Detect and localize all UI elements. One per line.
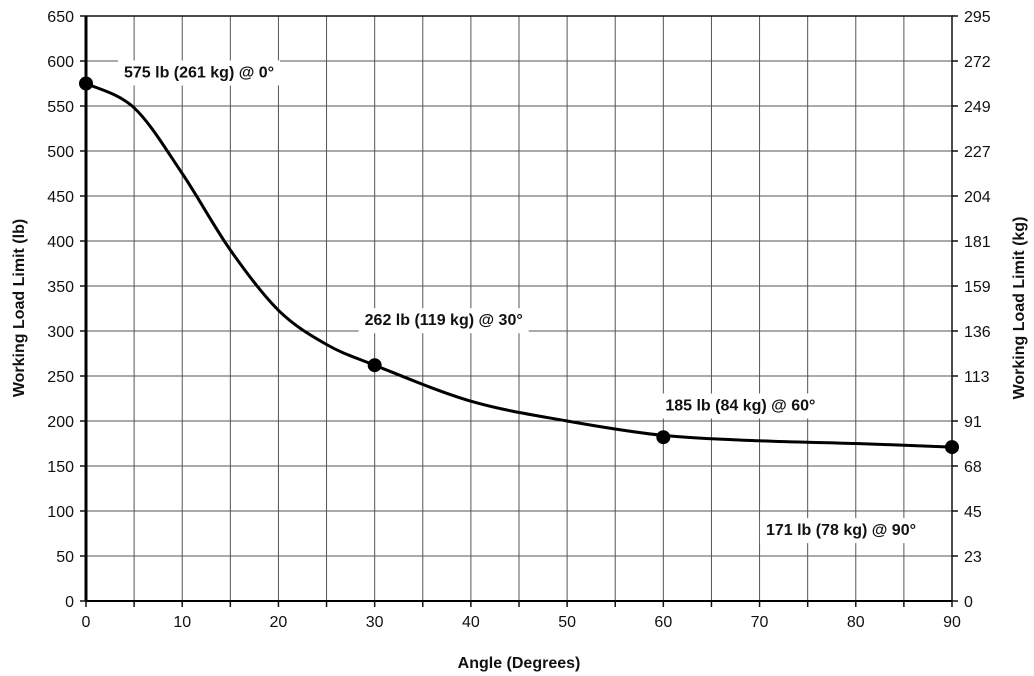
- y-tick-label: 600: [47, 54, 74, 71]
- x-tick-label: 30: [366, 614, 384, 631]
- x-tick-label: 70: [751, 614, 769, 631]
- y-tick-label: 650: [47, 9, 74, 26]
- y-tick-label: 250: [47, 369, 74, 386]
- y2-tick-label: 272: [964, 54, 991, 71]
- x-tick-label: 10: [173, 614, 191, 631]
- y2-tick-label: 204: [964, 189, 991, 206]
- y2-tick-label: 23: [964, 549, 982, 566]
- y-tick-label: 100: [47, 504, 74, 521]
- y2-tick-label: 181: [964, 234, 991, 251]
- left-axis-ticks: 0 50 100 150 200 250 300 350 400 450 500 550 600 650: [47, 9, 86, 611]
- annotation-label: 185 lb (84 kg) @ 60°: [665, 398, 815, 415]
- y2-tick-label: 113: [964, 369, 990, 386]
- annotation-label: 262 lb (119 kg) @ 30°: [365, 312, 523, 329]
- annotation: 185 lb (84 kg) @ 60°: [659, 393, 822, 419]
- series-line: [85, 82, 953, 449]
- annotations-group: 575 lb (261 kg) @ 0° 262 lb (119 kg) @ 30…: [118, 60, 922, 544]
- annotation-background: [659, 393, 822, 419]
- y2-tick-label: 159: [964, 279, 991, 296]
- y-tick-label: 500: [47, 144, 74, 161]
- x-axis-title: Angle (Degrees): [458, 655, 581, 672]
- x-tick-label: 50: [558, 614, 576, 631]
- x-tick-label: 90: [943, 614, 961, 631]
- annotation-label: 575 lb (261 kg) @ 0°: [124, 65, 274, 82]
- y-tick-label: 550: [47, 99, 74, 116]
- x-tick-label: 20: [270, 614, 288, 631]
- markers-group: [79, 76, 959, 455]
- y2-tick-label: 68: [964, 459, 982, 476]
- data-point-marker: [79, 76, 93, 91]
- y-tick-label: 400: [47, 234, 74, 251]
- series-group: [85, 82, 953, 449]
- y2-axis-title: Working Load Limit (kg): [1011, 217, 1028, 400]
- y-tick-label: 0: [65, 594, 74, 611]
- y-tick-label: 50: [56, 549, 74, 566]
- y-tick-label: 350: [47, 279, 74, 296]
- y2-tick-label: 136: [964, 324, 991, 341]
- data-point-marker: [656, 430, 671, 445]
- annotation: 575 lb (261 kg) @ 0°: [118, 60, 281, 86]
- y2-tick-label: 249: [964, 99, 991, 116]
- y2-tick-label: 45: [964, 504, 982, 521]
- y-tick-label: 300: [47, 324, 74, 341]
- y-tick-label: 150: [47, 459, 74, 476]
- y-tick-label: 450: [47, 189, 74, 206]
- y-axis-title: Working Load Limit (lb): [11, 219, 28, 397]
- y2-tick-label: 0: [964, 594, 973, 611]
- annotation-background: [358, 308, 529, 334]
- bottom-axis-ticks: 0 10 20 30 40 50 60 70 80 90: [82, 601, 961, 631]
- y2-tick-label: 295: [964, 9, 991, 26]
- x-tick-label: 60: [654, 614, 672, 631]
- annotation-label: 171 lb (78 kg) @ 90°: [766, 522, 916, 539]
- data-point-marker: [945, 440, 959, 455]
- x-tick-label: 0: [82, 614, 91, 631]
- x-tick-label: 40: [462, 614, 480, 631]
- annotation: 171 lb (78 kg) @ 90°: [759, 518, 922, 544]
- annotation: 262 lb (119 kg) @ 30°: [358, 308, 529, 334]
- y2-tick-label: 91: [964, 414, 982, 431]
- x-tick-label: 80: [847, 614, 865, 631]
- right-axis-ticks: 0 23 45 68 91 113 136 159 181 204 227 249 272 295: [952, 9, 991, 611]
- data-point-marker: [367, 358, 382, 373]
- annotation-background: [118, 60, 281, 86]
- y2-tick-label: 227: [964, 144, 991, 161]
- y-tick-label: 200: [47, 414, 74, 431]
- annotation-background: [759, 518, 922, 544]
